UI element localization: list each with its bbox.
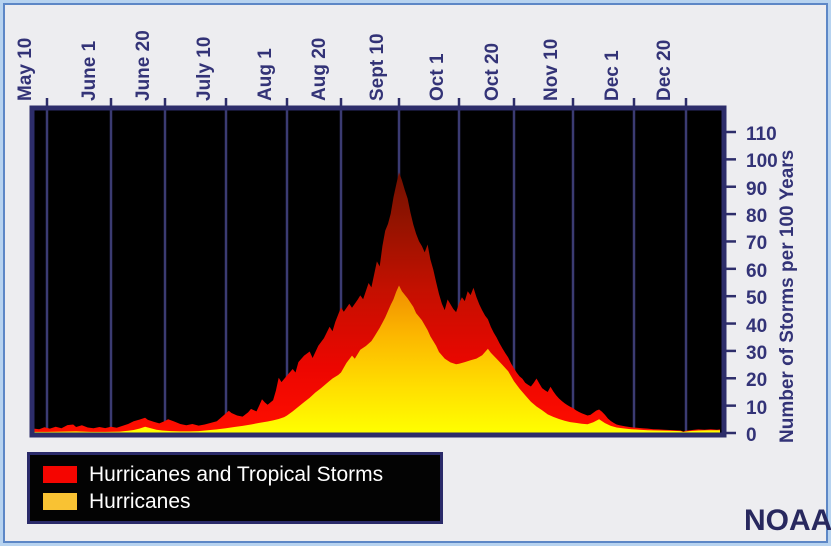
x-axis-label-may-10: May 10 <box>15 37 36 101</box>
y-axis-label-70: 70 <box>746 233 768 255</box>
x-axis-label-nov-10: Nov 10 <box>541 38 562 101</box>
x-axis-label-june-1: June 1 <box>79 40 100 101</box>
y-axis-title: Number of Storms per 100 Years <box>777 149 798 443</box>
y-axis-label-50: 50 <box>746 288 768 310</box>
y-axis-label-10: 10 <box>746 397 768 419</box>
legend-swatch-red <box>43 466 77 483</box>
x-axis-label-oct-20: Oct 20 <box>482 42 503 101</box>
y-axis-label-110: 110 <box>746 124 777 145</box>
x-axis-label-sept-10: Sept 10 <box>367 33 388 101</box>
legend-row-storms: Hurricanes and Tropical Storms <box>43 462 440 486</box>
area-series-hurricanes <box>34 285 720 433</box>
y-axis-label-0: 0 <box>746 425 757 446</box>
x-axis-label-july-10: July 10 <box>194 36 215 101</box>
x-axis-label-dec-20: Dec 20 <box>654 39 675 101</box>
chart-legend: Hurricanes and Tropical Storms Hurricane… <box>27 452 443 524</box>
legend-row-hurricanes: Hurricanes <box>43 489 440 513</box>
y-axis-label-40: 40 <box>746 315 768 337</box>
hurricane-frequency-chart <box>29 98 736 438</box>
y-axis-label-30: 30 <box>746 342 768 364</box>
y-axis-label-90: 90 <box>746 178 768 200</box>
plot-border <box>29 105 727 438</box>
legend-label-hurricanes: Hurricanes <box>89 489 191 513</box>
chart-canvas: May 10 June 1 June 20 July 10 Aug 1 Aug 20 Sep… <box>5 5 831 541</box>
x-axis-label-dec-1: Dec 1 <box>602 50 623 101</box>
y-axis-label-60: 60 <box>746 260 768 282</box>
x-axis-label-aug-20: Aug 20 <box>309 37 330 101</box>
chart-frame: May 10 June 1 June 20 July 10 Aug 1 Aug 20 Sep… <box>3 3 831 543</box>
noaa-logo-text: NOAA <box>744 504 831 537</box>
x-axis-label-june-20: June 20 <box>133 30 154 101</box>
y-axis-label-20: 20 <box>746 370 768 392</box>
y-axis-label-80: 80 <box>746 206 768 228</box>
legend-swatch-gold <box>43 493 77 510</box>
area-series-hurricanes-and-tropical-storms <box>34 172 720 433</box>
x-axis-label-oct-1: Oct 1 <box>427 53 448 101</box>
y-axis-label-100: 100 <box>746 151 778 173</box>
legend-label-storms: Hurricanes and Tropical Storms <box>89 462 384 486</box>
x-axis-label-aug-1: Aug 1 <box>255 48 276 101</box>
